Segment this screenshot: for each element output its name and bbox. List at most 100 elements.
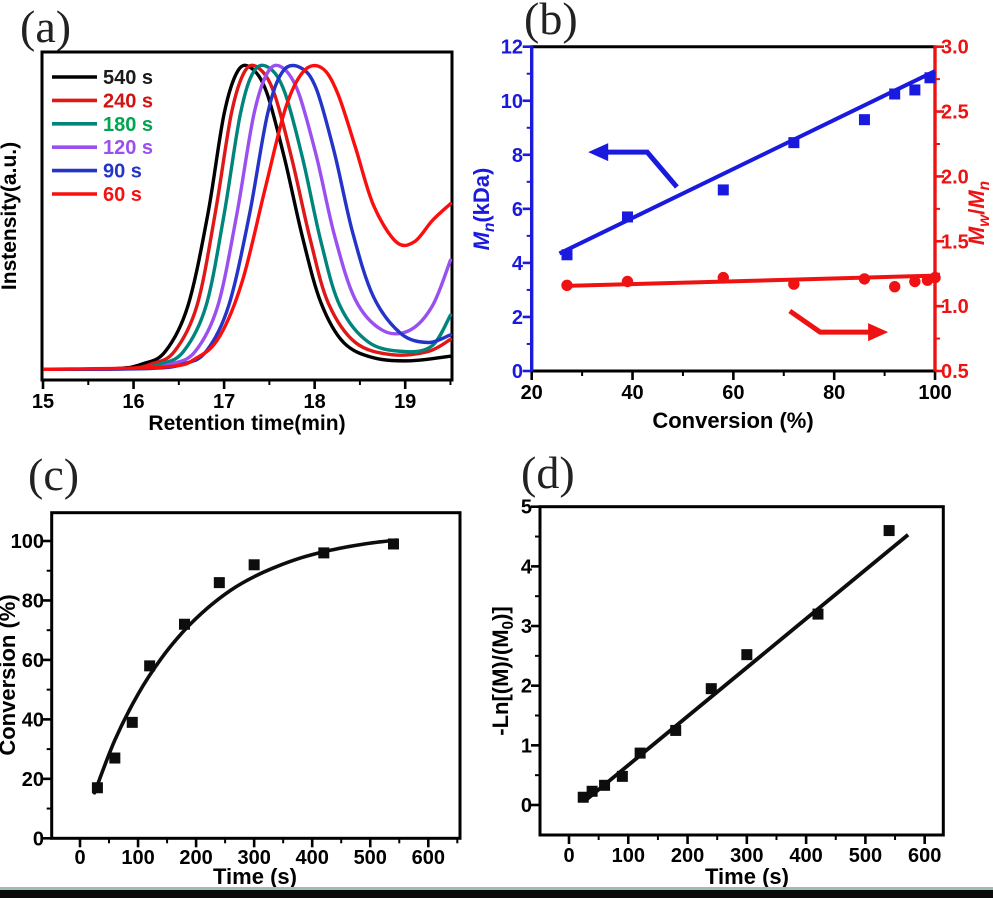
panel-a-legend-label: 90 s	[103, 161, 142, 183]
bottom-bar	[0, 890, 993, 898]
panel-a-x-tick-label: 15	[32, 391, 54, 413]
panel-d-square-marker	[741, 649, 753, 661]
panel-b-right-tick-label: 1.0	[941, 296, 969, 318]
panel-c-x-tick-label: 0	[74, 847, 85, 869]
panel-c-plot-box	[50, 511, 462, 840]
panel-b-letter: (b)	[524, 0, 578, 44]
panel-b-x-tick-label: 60	[722, 382, 744, 404]
panel-d-square-marker	[812, 608, 824, 620]
panel-c-square-marker	[91, 782, 103, 794]
panel-b-x-tick-label: 100	[918, 382, 951, 404]
panel-d-plot-box	[538, 505, 945, 837]
panel-d-y-tick-label: 1	[521, 735, 532, 757]
panel-d-x-tick-label: 600	[908, 845, 941, 867]
panel-a: 15 16 17 18 19 Retention time(min) Instensity(…	[0, 50, 454, 435]
panel-b-left-tick-label: 12	[501, 37, 523, 59]
panel-d-y-tick-label: 5	[521, 497, 532, 519]
panel-a-x-tick-label: 18	[304, 391, 326, 413]
panel-c-square-marker	[178, 618, 190, 630]
panel-d-x-tick-label: 100	[612, 845, 645, 867]
panel-a-legend-label: 540 s	[103, 67, 153, 89]
panel-b-arrow-right-head	[868, 323, 889, 342]
panel-b-circle-marker	[561, 279, 573, 292]
panel-c-x-tick-label: 600	[412, 847, 445, 869]
panel-b-circle-marker	[858, 273, 871, 285]
panel-d-y-tick-label: 4	[521, 556, 533, 578]
panel-b-left-tick-label: 6	[512, 199, 523, 221]
panel-d-square-marker	[883, 525, 895, 537]
panel-a-curve-120s	[43, 63, 453, 371]
panel-b-fit-line-circle	[561, 273, 936, 289]
panel-d-letter: (d)	[521, 447, 575, 498]
panel-b-x-tick-label: 20	[521, 382, 543, 404]
panel-b-square-marker	[561, 249, 573, 261]
panel-b-square-marker	[621, 211, 633, 223]
panel-b-x-axis-title: Conversion (%)	[652, 408, 813, 433]
panel-b-square-marker	[889, 88, 901, 100]
panel-b-circle-marker	[929, 271, 941, 284]
panel-a-plot-box	[40, 50, 454, 382]
panel-b-circle-marker	[889, 280, 901, 293]
panel-d-y-tick-label: 3	[521, 616, 532, 638]
panel-c-square-marker	[144, 660, 156, 672]
panel-a-legend-label: 60 s	[103, 184, 142, 206]
panel-c-y-tick-label: 100	[11, 531, 44, 553]
panel-a-y-axis-title: Instensity(a.u.)	[0, 142, 21, 290]
panel-b-left-tick-label: 8	[512, 145, 523, 167]
panel-c-x-tick-label: 400	[296, 847, 329, 869]
panel-b-circle-marker	[909, 275, 921, 288]
panel-d-x-tick-label: 200	[671, 845, 704, 867]
panel-b-circle-marker	[788, 278, 800, 290]
panel-c-fit-curve	[92, 538, 399, 795]
panel-c-x-tick-label: 300	[237, 847, 270, 869]
panel-c: 0 100 200 300 400 500 600 0 20 40 60 80 100 Time (s) C…	[0, 511, 462, 889]
panel-d-y-tick-label: 2	[521, 676, 532, 698]
panel-c-square-marker	[213, 577, 225, 589]
panel-b-square-marker	[788, 137, 800, 149]
panel-d-y-axis-title: -Ln[(M)/(M0)]	[488, 606, 517, 736]
panel-b-right-tick-label: 2.5	[941, 102, 969, 124]
panel-c-y-axis-title: Conversion (%)	[0, 594, 20, 755]
panel-b-arrow-right-shaft	[788, 308, 875, 335]
panel-d-x-tick-label: 500	[849, 845, 882, 867]
panel-d-x-tick-label: 0	[563, 845, 574, 867]
panel-b-circle-marker	[717, 271, 729, 284]
panel-d-fit-line	[583, 533, 910, 803]
panel-c-square-marker	[318, 547, 330, 559]
panel-d-square-marker	[670, 724, 682, 736]
panel-b-square-marker	[717, 184, 729, 196]
panel-a-x-tick-label: 19	[394, 391, 416, 413]
panel-a-curve-540s	[43, 63, 453, 372]
panel-b: 20 40 60 80 100 0 2 4 6 8 10 12 0.5 1.0 1.5 2.0 2.5 3.0 Co…	[469, 37, 993, 433]
panel-b-left-axis-title: Mn(kDa)	[469, 168, 498, 251]
panel-c-square-marker	[248, 559, 260, 571]
panel-d-y-tick-label: 0	[521, 795, 532, 817]
panel-b-right-axis-title: Mw/Mn	[964, 181, 993, 245]
panel-b-square-marker	[909, 84, 921, 96]
panel-b-left-tick-label: 4	[512, 253, 524, 275]
panel-b-arrow-left-head	[588, 143, 609, 162]
panel-c-square-marker	[109, 752, 121, 764]
panel-a-legend-label: 240 s	[103, 90, 153, 112]
panel-d-square-marker	[616, 770, 628, 782]
panel-a-legend-label: 180 s	[103, 114, 153, 136]
panel-b-square-marker	[858, 114, 870, 126]
panel-b-right-tick-label: 2.0	[941, 166, 969, 188]
panel-d-square-marker	[586, 785, 598, 797]
panel-a-x-axis-title: Retention time(min)	[148, 412, 345, 435]
panel-c-square-marker	[387, 538, 399, 550]
bottom-bar-accent	[0, 887, 993, 890]
panel-d-x-tick-label: 300	[730, 845, 763, 867]
panel-d-square-marker	[634, 747, 646, 759]
panel-b-left-tick-label: 2	[512, 307, 523, 329]
panel-c-x-tick-label: 500	[354, 847, 387, 869]
panel-b-arrow-left-shaft	[602, 149, 679, 189]
panel-b-right-tick-label: 1.5	[941, 231, 969, 253]
panel-a-legend-label: 120 s	[103, 137, 153, 159]
panel-c-y-tick-label: 20	[22, 769, 44, 791]
panel-c-y-tick-label: 0	[33, 828, 44, 850]
panel-c-letter: (c)	[28, 449, 80, 500]
panel-b-square-marker	[924, 72, 936, 84]
